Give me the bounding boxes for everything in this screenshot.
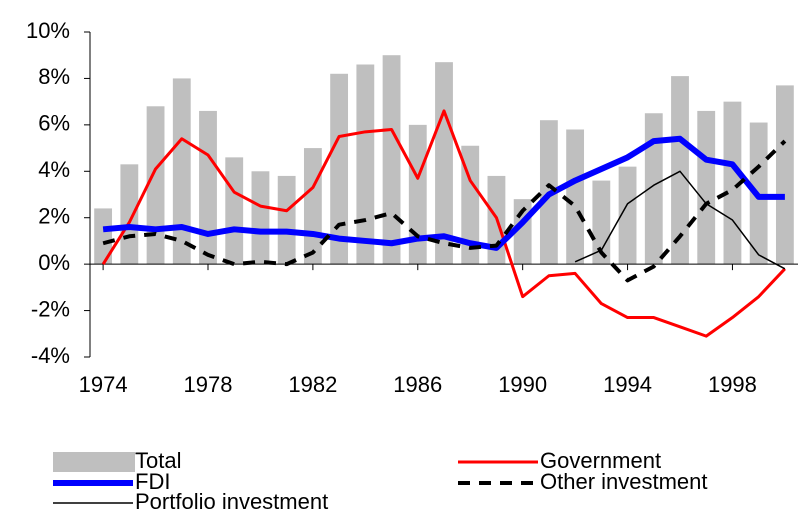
legend-label: FDI (135, 469, 170, 494)
line-series (101, 109, 786, 338)
bar (330, 73, 349, 265)
bar (277, 175, 296, 265)
x-tick-label: 1978 (184, 372, 233, 397)
y-tick-label: -4% (31, 343, 70, 368)
bar (251, 171, 270, 265)
bar (199, 110, 217, 265)
x-tick-label: 1974 (79, 372, 128, 397)
legend-label: Government (540, 448, 661, 473)
y-tick-label: 2% (38, 204, 70, 229)
bar (435, 62, 453, 265)
y-tick-label: 10% (26, 18, 70, 43)
bar (382, 55, 401, 265)
bar (146, 106, 165, 265)
bar (303, 148, 322, 265)
y-tick-label: 4% (38, 157, 70, 182)
bar (461, 145, 480, 265)
bar (408, 124, 427, 265)
bar (671, 76, 689, 265)
bar (723, 101, 742, 265)
bar (697, 110, 716, 265)
x-tick-label: 1998 (708, 372, 757, 397)
bar (94, 208, 113, 265)
y-tick-label: -2% (31, 296, 70, 321)
line-series (574, 170, 786, 270)
legend-swatch (53, 452, 135, 472)
x-tick-label: 1994 (603, 372, 652, 397)
bar (775, 85, 794, 265)
bar (120, 164, 139, 265)
y-tick-label: 0% (38, 250, 70, 275)
bar (172, 78, 191, 265)
x-tick-label: 1986 (393, 372, 442, 397)
bar (644, 113, 663, 265)
legend-label: Total (135, 448, 181, 473)
bar (225, 157, 244, 265)
legend-label: Other investment (540, 469, 708, 494)
y-tick-label: 8% (38, 64, 70, 89)
line-series (102, 135, 785, 251)
y-tick-label: 6% (38, 111, 70, 136)
x-tick-label: 1990 (498, 372, 547, 397)
legend-label: Portfolio investment (135, 489, 328, 514)
bar (566, 129, 585, 265)
bar (618, 166, 637, 265)
x-tick-label: 1982 (288, 372, 337, 397)
bar (356, 64, 375, 265)
